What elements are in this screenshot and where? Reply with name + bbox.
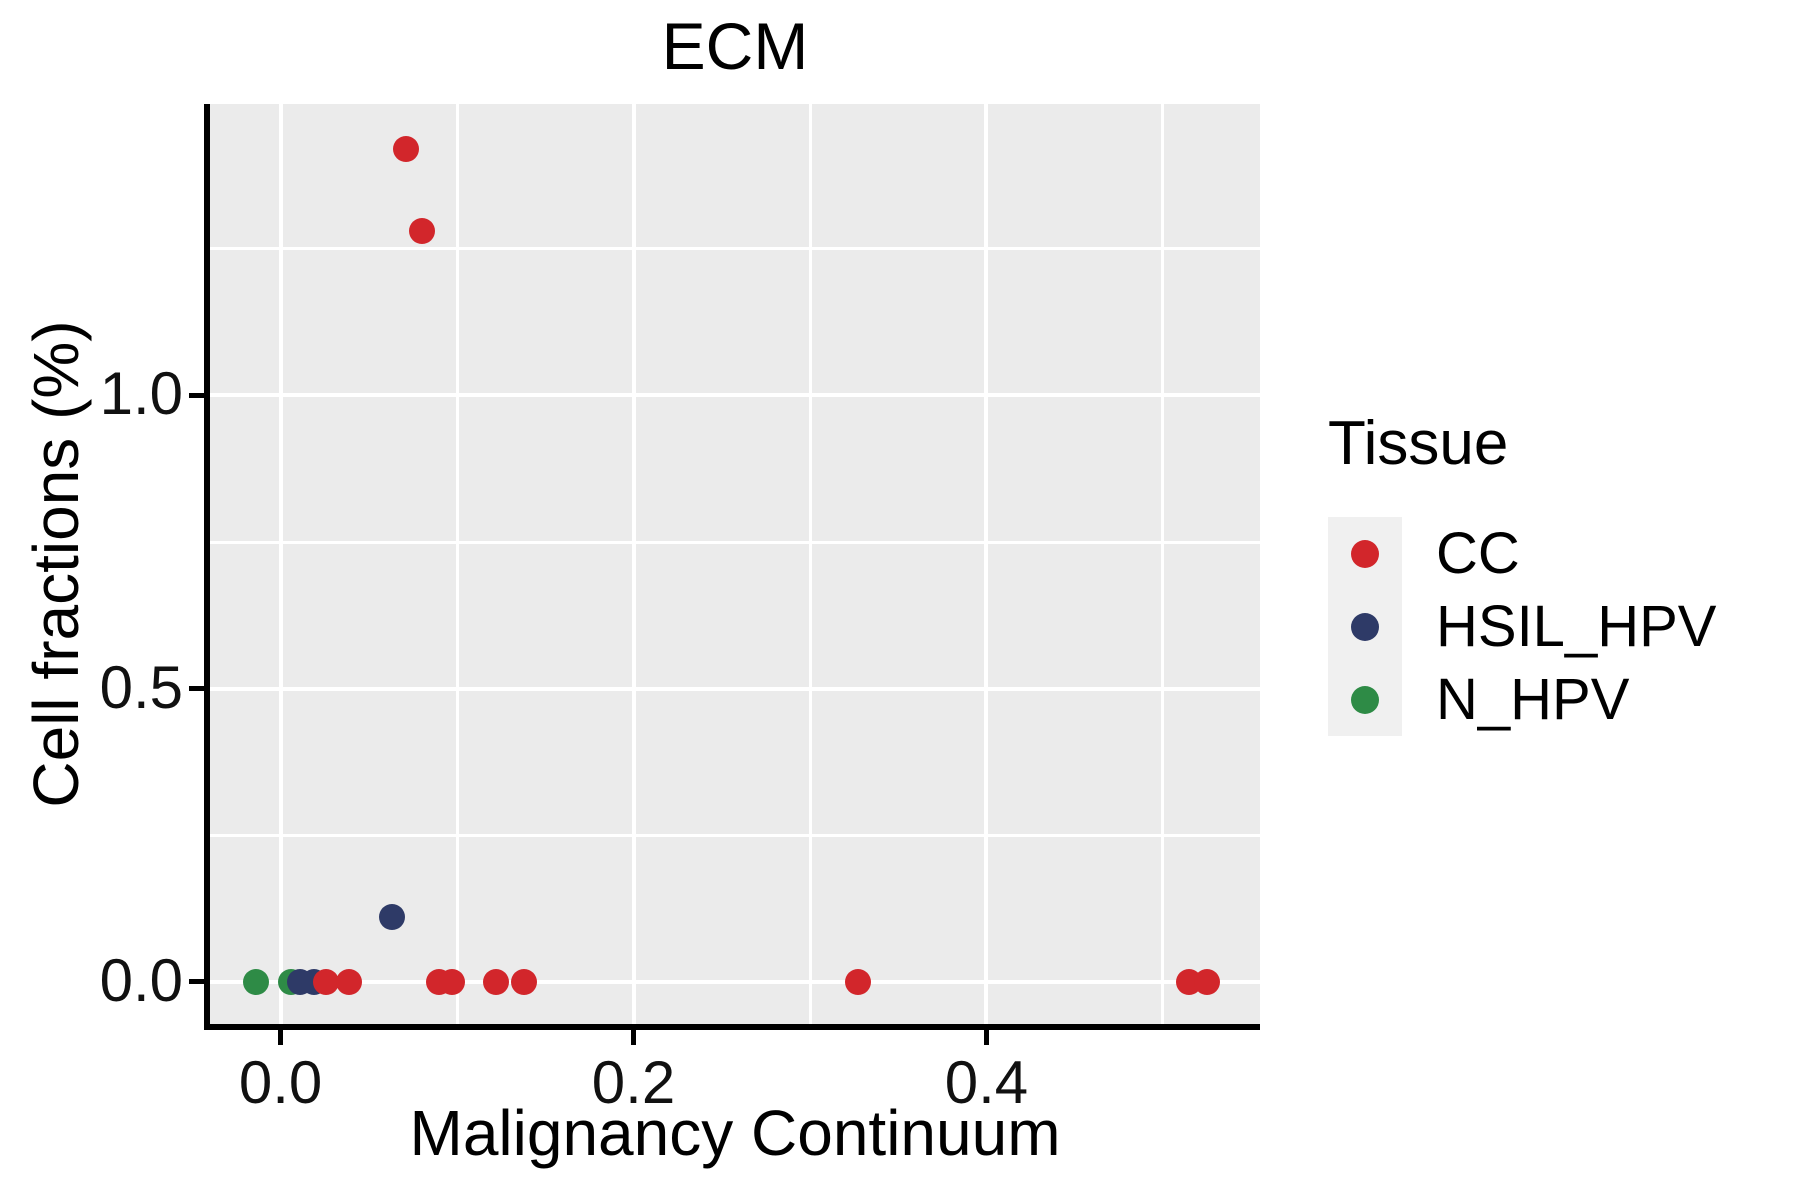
legend-key [1328,663,1402,736]
x-minor-gridline [455,104,459,1024]
data-point-CC [392,136,419,163]
data-point-CC [438,968,465,995]
x-minor-gridline [1161,104,1165,1024]
legend-key [1328,590,1402,663]
x-minor-gridline [808,104,812,1024]
y-axis-tick [189,392,204,398]
y-minor-gridline [210,247,1260,251]
y-minor-gridline [210,833,1260,837]
legend-row-CC: CC [1328,517,1716,590]
legend-dot-N_HPV [1351,685,1379,714]
legend: Tissue CC HSIL_HPV N_HPV [1328,408,1716,736]
y-major-gridline [210,393,1260,398]
x-axis-tick [631,1030,637,1045]
x-major-gridline [631,104,636,1024]
y-axis-tick [189,979,204,985]
x-axis-title: Malignancy Continuum [409,1097,1061,1169]
legend-key [1328,517,1402,590]
plot-panel [210,104,1260,1024]
y-axis-line [204,104,210,1030]
data-point-HSIL_HPV [378,903,405,930]
legend-dot-CC [1351,539,1379,568]
y-axis-tick-label: 1.0 [99,360,183,428]
legend-dot-HSIL_HPV [1351,612,1379,641]
x-major-gridline [984,104,989,1024]
y-minor-gridline [210,540,1260,544]
legend-row-HSIL_HPV: HSIL_HPV [1328,590,1716,663]
x-axis-tick [983,1030,989,1045]
y-axis-tick-label: 0.0 [99,946,183,1014]
y-axis-tick [189,686,204,692]
y-axis-tick-label: 0.5 [99,653,183,721]
data-point-CC [1194,968,1221,995]
x-major-gridline [278,104,283,1024]
data-point-CC [511,968,538,995]
legend-label: HSIL_HPV [1436,594,1717,659]
x-axis-tick-label: 0.0 [238,1049,323,1116]
data-point-CC [844,968,871,995]
data-point-N_HPV [242,968,269,995]
x-axis-line [204,1024,1260,1030]
y-major-gridline [210,979,1260,984]
data-point-CC [313,968,340,995]
data-point-CC [482,968,509,995]
y-major-gridline [210,686,1260,691]
legend-items: CC HSIL_HPV N_HPV [1328,517,1716,736]
y-axis-title: Cell fractions (%) [20,320,92,808]
chart-title: ECM [661,9,809,83]
data-point-CC [336,968,363,995]
x-axis-tick-label: 0.2 [591,1049,676,1116]
legend-row-N_HPV: N_HPV [1328,663,1716,736]
legend-label: CC [1436,521,1520,586]
x-axis-tick [278,1030,284,1045]
legend-label: N_HPV [1436,667,1630,732]
legend-title: Tissue [1328,409,1509,478]
x-axis-tick-label: 0.4 [944,1049,1029,1116]
data-point-CC [408,218,435,245]
